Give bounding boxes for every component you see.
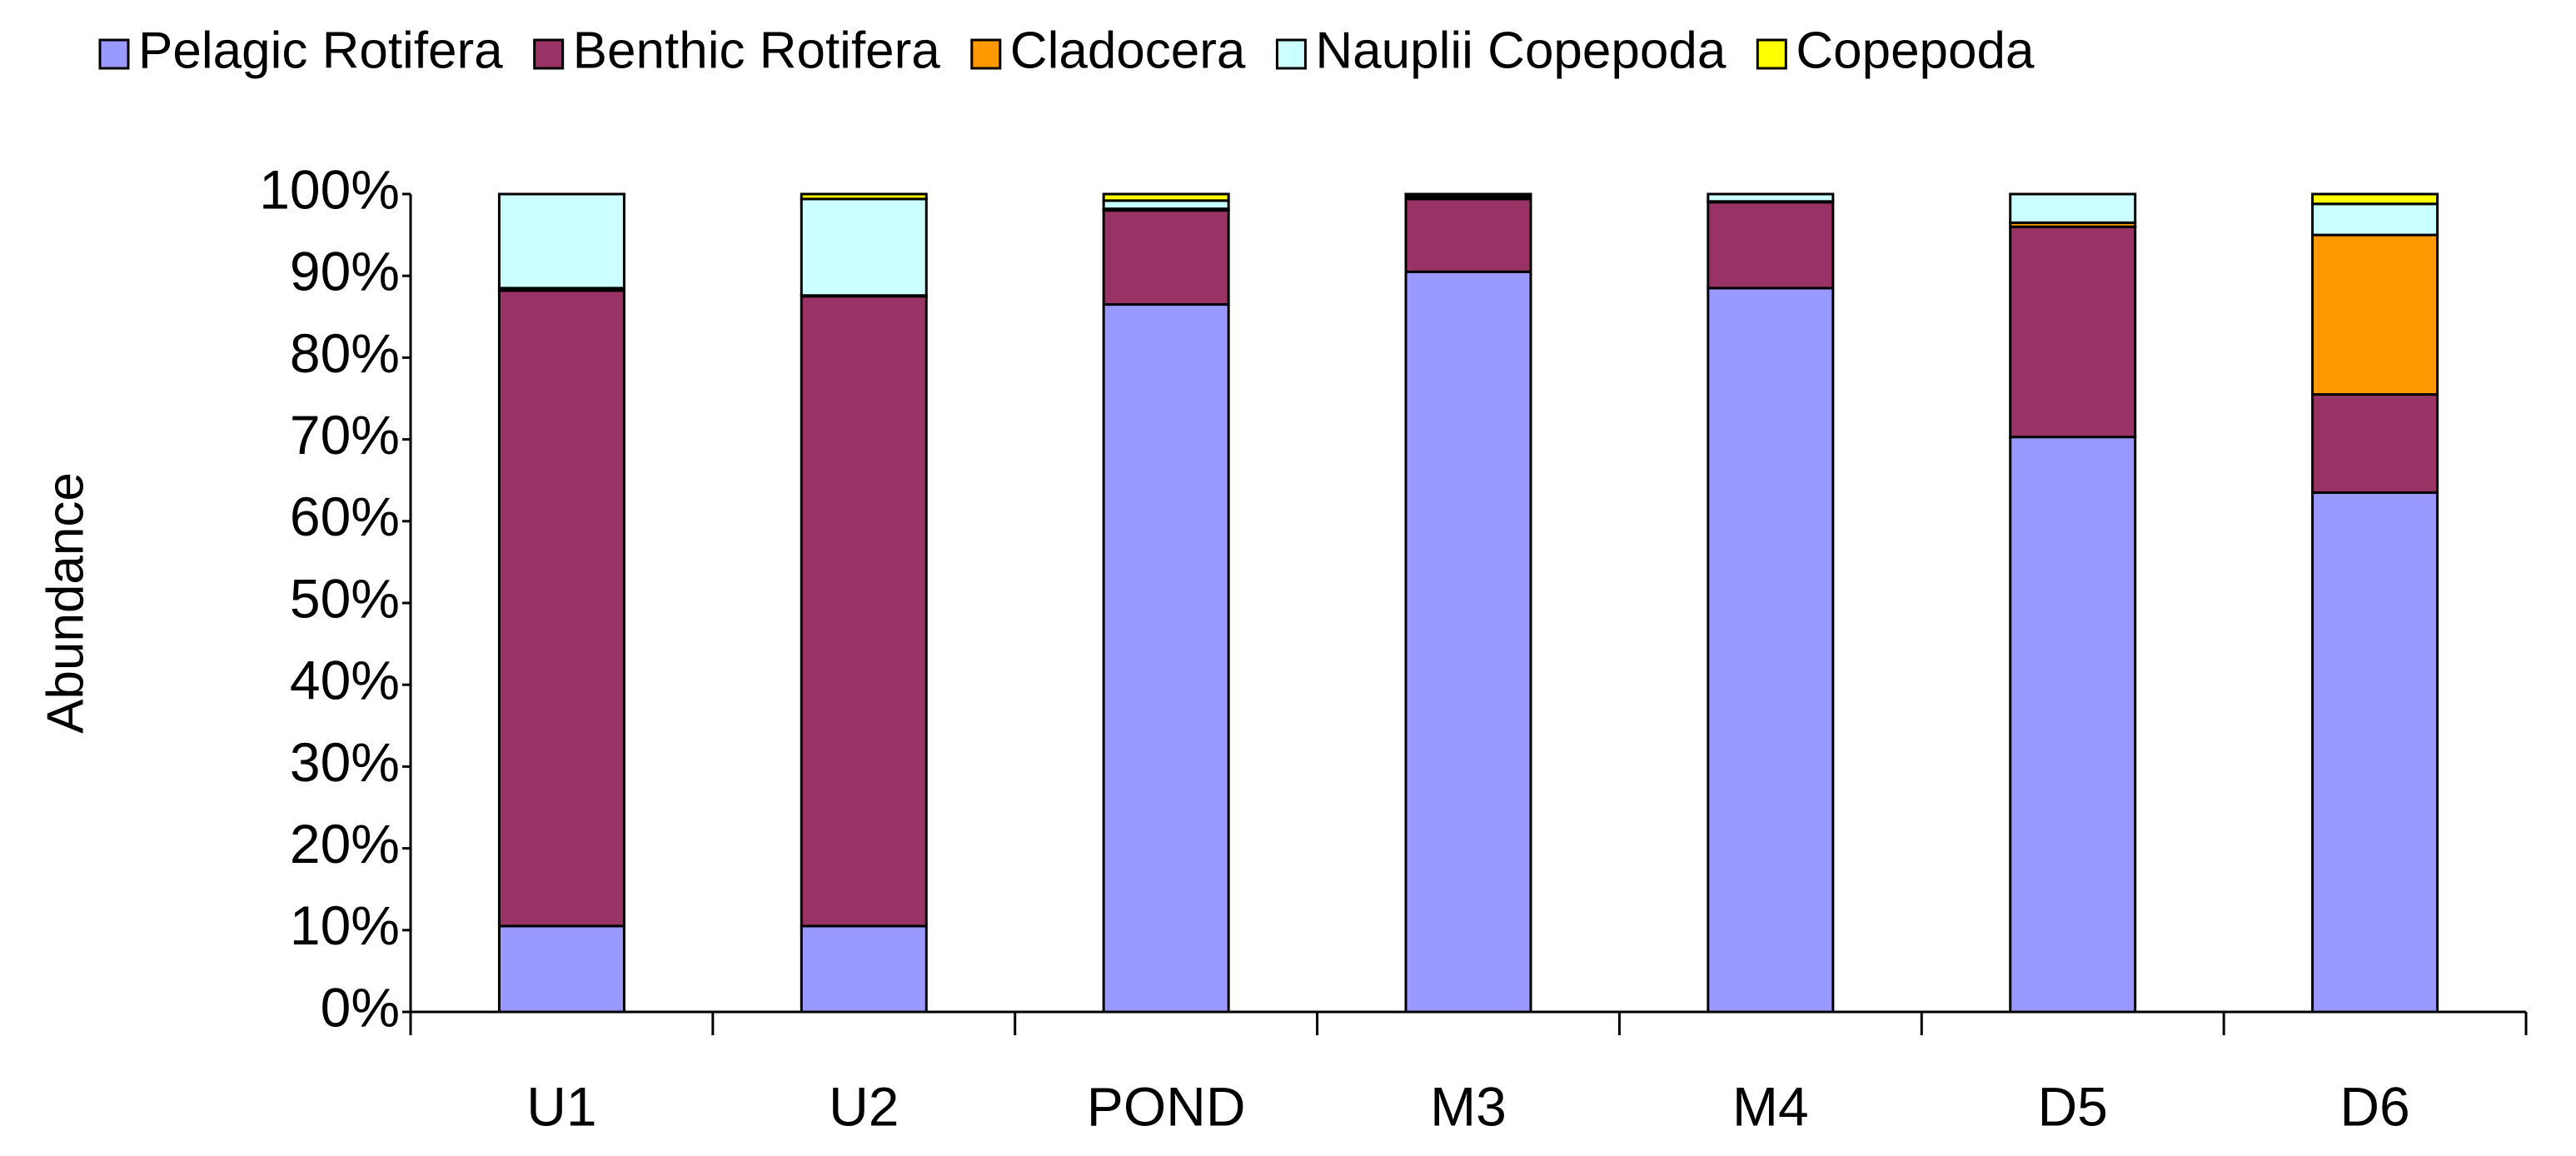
x-tick-label: U1	[526, 1075, 596, 1137]
bar-segment	[1102, 209, 1230, 306]
y-tick-label: 0%	[321, 976, 400, 1038]
bar-segment	[800, 295, 928, 928]
bar-segment	[2311, 393, 2439, 494]
legend-label: Nauplii Copepoda	[1315, 22, 1726, 79]
legend-label: Pelagic Rotifera	[138, 22, 503, 79]
bar-segment	[1102, 192, 1230, 202]
bar-segment	[800, 197, 928, 297]
legend-swatch	[533, 38, 565, 70]
x-tick-label: M4	[1732, 1075, 1809, 1137]
bar-segment	[497, 192, 625, 290]
bar-segment	[1102, 303, 1230, 1014]
y-axis-title: Abundance	[37, 472, 94, 734]
legend-swatch	[1756, 38, 1787, 70]
legend-swatch	[98, 38, 130, 70]
y-tick-label: 100%	[259, 158, 400, 220]
legend-label: Cladocera	[1010, 22, 1246, 79]
bar-segment	[1404, 192, 1532, 197]
bar-segment	[800, 192, 928, 201]
y-tick-label: 30%	[290, 731, 400, 793]
bar-segment	[2311, 491, 2439, 1014]
legend-label: Copepoda	[1796, 22, 2035, 79]
bar-segment	[1404, 270, 1532, 1014]
bar-segment	[497, 924, 625, 1014]
bar-segment	[2009, 436, 2137, 1014]
legend-label: Benthic Rotifera	[573, 22, 941, 79]
bar-segment	[2009, 192, 2137, 224]
bar-segment	[1707, 287, 1835, 1014]
y-tick-label: 40%	[290, 650, 400, 711]
y-tick-label: 70%	[290, 404, 400, 466]
legend-swatch	[1275, 38, 1307, 70]
y-tick-label: 80%	[290, 322, 400, 384]
bar-segment	[800, 924, 928, 1014]
legend-swatch	[970, 38, 1002, 70]
bar-segment	[1707, 201, 1835, 290]
bar-segment	[1707, 192, 1835, 203]
bar-segment	[1404, 197, 1532, 273]
x-tick-label: POND	[1087, 1075, 1246, 1137]
bar-segment	[2311, 202, 2439, 237]
bar-segment	[497, 289, 625, 928]
bar-segment	[2311, 192, 2439, 206]
y-tick-label: 60%	[290, 486, 400, 547]
x-tick-label: D6	[2339, 1075, 2409, 1137]
bar-segment	[2311, 233, 2439, 396]
y-tick-label: 50%	[290, 567, 400, 629]
bar-segment	[2009, 225, 2137, 439]
x-tick-label: M3	[1430, 1075, 1507, 1137]
y-tick-label: 20%	[290, 813, 400, 874]
y-tick-label: 10%	[290, 894, 400, 956]
x-tick-label: U2	[829, 1075, 899, 1137]
y-tick-label: 90%	[290, 241, 400, 302]
x-tick-label: D5	[2038, 1075, 2108, 1137]
